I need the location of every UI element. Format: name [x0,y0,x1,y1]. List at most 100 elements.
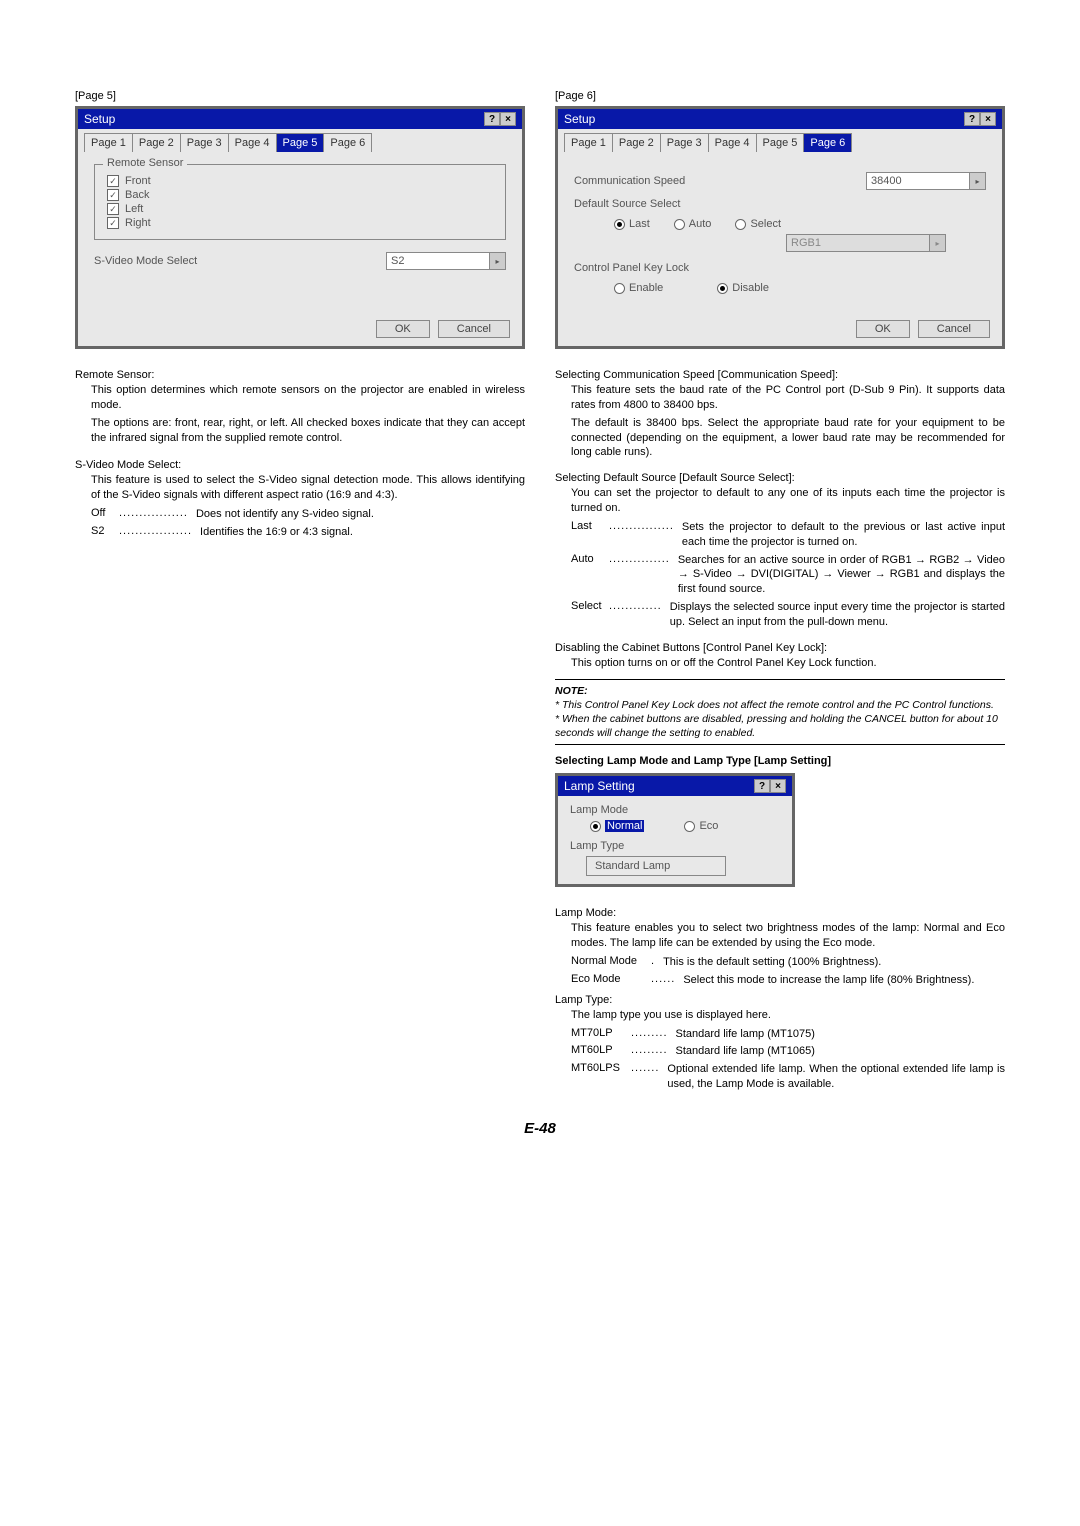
radio-enable[interactable] [614,283,625,294]
def-desc: Standard life lamp (MT1075) [676,1027,1005,1042]
radio-label: Disable [732,282,769,294]
tab-page5[interactable]: Page 5 [276,133,325,152]
dots: ...... [651,973,683,988]
close-icon[interactable]: × [500,112,516,126]
radio-label: Last [629,218,650,230]
close-icon[interactable]: × [980,112,996,126]
cancel-button[interactable]: Cancel [438,320,510,338]
tab-page2[interactable]: Page 2 [612,133,661,152]
def-term: Eco Mode [571,973,651,988]
page-number: E-48 [75,1120,1005,1137]
tab-page1[interactable]: Page 1 [84,133,133,152]
note-box: NOTE: * This Control Panel Key Lock does… [555,679,1005,746]
radio-label: Normal [605,820,644,832]
dialog-title: Setup [564,112,595,126]
lamp-setting-dialog: Lamp Setting ? × Lamp Mode Normal Eco La… [555,773,795,887]
dialog-titlebar: Setup ? × [78,109,522,129]
tab-page3[interactable]: Page 3 [660,133,709,152]
tab-page2[interactable]: Page 2 [132,133,181,152]
def-term: Normal Mode [571,955,651,970]
tab-page6[interactable]: Page 6 [323,133,372,152]
checkbox-label: Right [125,217,151,229]
ok-button[interactable]: OK [376,320,430,338]
setup-dialog-page6: Setup ? × Page 1 Page 2 Page 3 Page 4 Pa… [555,106,1005,349]
setup-dialog-page5: Setup ? × Page 1 Page 2 Page 3 Page 4 Pa… [75,106,525,349]
radio-label: Enable [629,282,663,294]
titlebar-icons: ? × [964,112,996,126]
tab-page5[interactable]: Page 5 [756,133,805,152]
dropdown-value: S2 [387,255,489,267]
help-icon[interactable]: ? [484,112,500,126]
def-desc: Does not identify any S-video signal. [196,507,525,522]
def-term: Last [571,520,609,550]
radio-last[interactable] [614,219,625,230]
radio-select[interactable] [735,219,746,230]
dots: ......... [631,1044,676,1059]
tabs-row: Page 1 Page 2 Page 3 Page 4 Page 5 Page … [78,129,522,152]
checkbox-label: Back [125,189,149,201]
dialog-title: Lamp Setting [564,779,635,793]
text: The lamp type you use is displayed here. [571,1008,1005,1023]
commspeed-dropdown[interactable]: 38400 ▸ [866,172,986,190]
def-desc: This is the default setting (100% Bright… [663,955,1005,970]
fieldset-legend: Remote Sensor [103,157,187,169]
lamptype-label: Lamp Type [570,840,780,852]
radio-label: Eco [699,820,718,832]
tab-page4[interactable]: Page 4 [708,133,757,152]
checkbox-back[interactable]: ✓ [107,189,119,201]
source-dropdown: RGB1 ▸ [786,234,946,252]
lampmode-label: Lamp Mode [570,804,780,816]
text: This option determines which remote sens… [91,383,525,413]
commspeed-label: Communication Speed [574,175,854,187]
lamptype-heading: Lamp Type: [555,994,1005,1006]
def-term: MT60LP [571,1044,631,1059]
dialog-titlebar: Setup ? × [558,109,1002,129]
dropdown-value: 38400 [867,175,969,187]
dots: . [651,955,663,970]
radio-normal[interactable] [590,821,601,832]
remote-sensor-heading: Remote Sensor: [75,369,525,381]
titlebar-icons: ? × [484,112,516,126]
def-term: Select [571,600,609,630]
note-line: * When the cabinet buttons are disabled,… [555,712,1005,740]
checkbox-label: Left [125,203,143,215]
lampmode-heading: Lamp Mode: [555,907,1005,919]
tab-page4[interactable]: Page 4 [228,133,277,152]
dropdown-arrow-icon: ▸ [969,173,985,189]
radio-disable[interactable] [717,283,728,294]
ok-button[interactable]: OK [856,320,910,338]
dots: ....... [631,1062,667,1092]
def-term: MT60LPS [571,1062,631,1092]
svideo-dropdown[interactable]: S2 ▸ [386,252,506,270]
checkbox-front[interactable]: ✓ [107,175,119,187]
radio-eco[interactable] [684,821,695,832]
close-icon[interactable]: × [770,779,786,793]
text: This feature is used to select the S-Vid… [91,473,525,503]
tab-page1[interactable]: Page 1 [564,133,613,152]
tab-page3[interactable]: Page 3 [180,133,229,152]
dots: ............... [609,553,678,598]
svideo-label: S-Video Mode Select [94,255,374,267]
keylock-heading: Disabling the Cabinet Buttons [Control P… [555,642,1005,654]
radio-label: Auto [689,218,712,230]
def-desc: Searches for an active source in order o… [678,553,1005,598]
commspeed-heading: Selecting Communication Speed [Communica… [555,369,1005,381]
checkbox-left[interactable]: ✓ [107,203,119,215]
checkbox-right[interactable]: ✓ [107,217,119,229]
def-desc: Sets the projector to default to the pre… [682,520,1005,550]
dots: .................. [119,525,200,540]
dialog-titlebar: Lamp Setting ? × [558,776,792,796]
help-icon[interactable]: ? [754,779,770,793]
help-icon[interactable]: ? [964,112,980,126]
lamptype-value: Standard Lamp [586,856,726,876]
note-line: * This Control Panel Key Lock does not a… [555,698,1005,712]
lamp-setting-heading: Selecting Lamp Mode and Lamp Type [Lamp … [555,755,1005,767]
tab-page6[interactable]: Page 6 [803,133,852,152]
dots: ......... [631,1027,676,1042]
radio-auto[interactable] [674,219,685,230]
text: You can set the projector to default to … [571,486,1005,516]
cancel-button[interactable]: Cancel [918,320,990,338]
dots: ................. [119,507,196,522]
def-desc: Identifies the 16:9 or 4:3 signal. [200,525,525,540]
defaultsource-label: Default Source Select [574,198,986,210]
